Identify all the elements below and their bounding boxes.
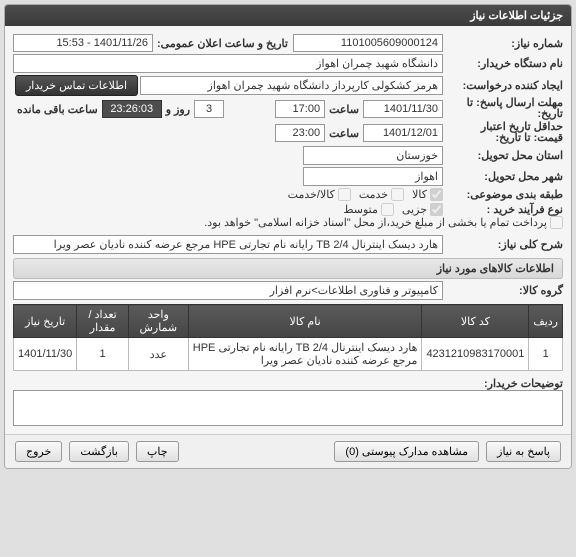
day-count: 3 — [194, 100, 224, 118]
table-cell: 4231210983170001 — [422, 338, 529, 371]
city-value: اهواز — [303, 167, 443, 186]
opt-kala[interactable]: کالا — [412, 188, 443, 201]
items-section-header: اطلاعات کالاهای مورد نیاز — [13, 258, 563, 279]
province-label: استان محل تحویل: — [443, 149, 563, 162]
table-header-cell: کد کالا — [422, 305, 529, 338]
creator-label: ایجاد کننده درخواست: — [443, 79, 563, 92]
announce-time-value: 1401/11/26 - 15:53 — [13, 34, 153, 52]
opt-kalakhdmat[interactable]: کالا/خدمت — [288, 188, 351, 201]
remaining-time: 23:26:03 — [102, 100, 162, 118]
opt-khadamat[interactable]: خدمت — [359, 188, 404, 201]
table-header-cell: نام کالا — [188, 305, 422, 338]
opt-kalakhdmat-checkbox — [338, 188, 351, 201]
need-number-label: شماره نیاز: — [443, 37, 563, 50]
buyer-value: دانشگاه شهید چمران اهواز — [13, 54, 443, 73]
table-cell: 1401/11/30 — [14, 338, 77, 371]
table-header-cell: تاریخ نیاز — [14, 305, 77, 338]
province-value: خوزستان — [303, 146, 443, 165]
back-button[interactable]: بازگشت — [69, 441, 129, 462]
valid-label: حداقل تاریخ اعتبارقیمت: تا تاریخ: — [443, 122, 563, 144]
exit-button[interactable]: خروج — [15, 441, 62, 462]
time-label-1: ساعت — [325, 103, 363, 116]
announce-time-label: تاریخ و ساعت اعلان عمومی: — [153, 37, 292, 50]
opt-motavaset-checkbox — [381, 203, 394, 216]
contact-button[interactable]: اطلاعات تماس خریدار — [15, 75, 138, 96]
valid-time: 23:00 — [275, 124, 325, 142]
opt-motavaset[interactable]: متوسط — [343, 203, 394, 216]
group-value: کامپیوتر و فناوری اطلاعات>نرم افزار — [13, 281, 443, 300]
city-label: شهر محل تحویل: — [443, 170, 563, 183]
time-label-2: ساعت — [325, 127, 363, 140]
table-header-cell: واحد شمارش — [128, 305, 188, 338]
table-header-cell: ردیف — [529, 305, 563, 338]
items-table: ردیفکد کالانام کالاواحد شمارشتعداد / مقد… — [13, 304, 563, 371]
respond-button[interactable]: پاسخ به نیاز — [486, 441, 561, 462]
table-cell: هارد دیسک اینترنال TB 2/4 رایانه نام تجا… — [188, 338, 422, 371]
footer: پاسخ به نیاز مشاهده مدارک پیوستی (0) چاپ… — [5, 434, 571, 468]
desc-value: هارد دیسک اینترنال TB 2/4 رایانه نام تجا… — [13, 235, 443, 254]
panel-title: جزئیات اطلاعات نیاز — [5, 5, 571, 26]
table-cell: 1 — [529, 338, 563, 371]
table-cell: عدد — [128, 338, 188, 371]
opt-payment-checkbox — [550, 216, 563, 229]
classify-label: طبقه بندی موضوعی: — [443, 188, 563, 201]
opt-jozei[interactable]: جزیی — [402, 203, 443, 216]
details-panel: جزئیات اطلاعات نیاز شماره نیاز: 11010056… — [4, 4, 572, 469]
table-header-cell: تعداد / مقدار — [77, 305, 129, 338]
print-button[interactable]: چاپ — [136, 441, 179, 462]
creator-value: هرمز کشکولی کارپرداز دانشگاه شهید چمران … — [140, 76, 443, 95]
remaining-label: ساعت باقی مانده — [13, 103, 102, 116]
table-row: 14231210983170001هارد دیسک اینترنال TB 2… — [14, 338, 563, 371]
explain-value — [13, 390, 563, 426]
buyer-label: نام دستگاه خریدار: — [443, 57, 563, 70]
need-number-value: 1101005609000124 — [293, 34, 443, 52]
day-label: روز و — [162, 103, 194, 116]
desc-label: شرح کلی نیاز: — [443, 238, 563, 251]
valid-date: 1401/12/01 — [363, 124, 443, 142]
panel-body: شماره نیاز: 1101005609000124 تاریخ و ساع… — [5, 26, 571, 434]
opt-kala-checkbox — [430, 188, 443, 201]
opt-payment[interactable]: پرداخت تمام یا بخشی از مبلغ خرید،از محل … — [204, 216, 563, 229]
deadline-time: 17:00 — [275, 100, 325, 118]
group-label: گروه کالا: — [443, 284, 563, 297]
attachments-button[interactable]: مشاهده مدارک پیوستی (0) — [334, 441, 479, 462]
deadline-date: 1401/11/30 — [363, 100, 443, 118]
deadline-label: مهلت ارسال پاسخ: تاتاریخ: — [443, 98, 563, 120]
table-cell: 1 — [77, 338, 129, 371]
opt-jozei-checkbox — [430, 203, 443, 216]
process-label: نوع فرآیند خرید : — [443, 203, 563, 216]
explain-label: توضيحات خریدار: — [443, 377, 563, 390]
opt-khadamat-checkbox — [391, 188, 404, 201]
